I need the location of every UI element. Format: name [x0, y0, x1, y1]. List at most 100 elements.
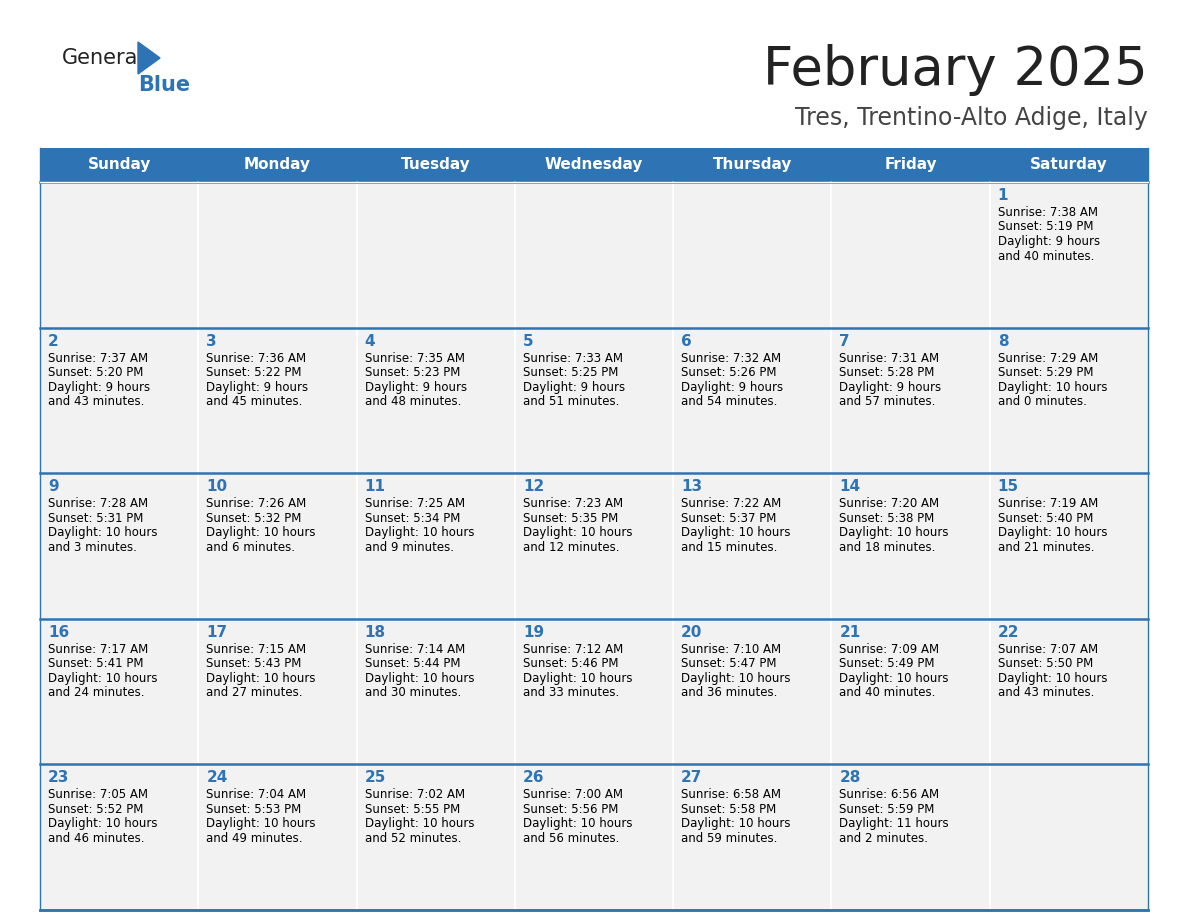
Text: Daylight: 9 hours: Daylight: 9 hours — [681, 381, 783, 394]
Text: Sunrise: 7:23 AM: Sunrise: 7:23 AM — [523, 498, 623, 510]
Text: Sunset: 5:32 PM: Sunset: 5:32 PM — [207, 511, 302, 525]
Text: Daylight: 10 hours: Daylight: 10 hours — [681, 526, 791, 539]
Text: General: General — [62, 48, 144, 68]
Text: Sunrise: 7:33 AM: Sunrise: 7:33 AM — [523, 352, 623, 364]
Text: Daylight: 9 hours: Daylight: 9 hours — [523, 381, 625, 394]
Text: Sunrise: 7:05 AM: Sunrise: 7:05 AM — [48, 789, 148, 801]
Text: Daylight: 10 hours: Daylight: 10 hours — [998, 672, 1107, 685]
Text: Sunrise: 7:36 AM: Sunrise: 7:36 AM — [207, 352, 307, 364]
Text: 6: 6 — [681, 333, 691, 349]
Text: Friday: Friday — [884, 158, 937, 173]
Text: Sunrise: 7:12 AM: Sunrise: 7:12 AM — [523, 643, 624, 655]
Text: and 43 minutes.: and 43 minutes. — [48, 395, 145, 409]
Text: Sunrise: 7:04 AM: Sunrise: 7:04 AM — [207, 789, 307, 801]
Bar — [674, 328, 832, 473]
Text: Sunday: Sunday — [88, 158, 151, 173]
Text: 8: 8 — [998, 333, 1009, 349]
Text: Sunset: 5:29 PM: Sunset: 5:29 PM — [998, 366, 1093, 379]
Text: and 6 minutes.: and 6 minutes. — [207, 541, 296, 554]
Text: and 30 minutes.: and 30 minutes. — [365, 687, 461, 700]
Text: and 45 minutes.: and 45 minutes. — [207, 395, 303, 409]
Text: and 27 minutes.: and 27 minutes. — [207, 687, 303, 700]
Text: Sunset: 5:52 PM: Sunset: 5:52 PM — [48, 803, 144, 816]
Text: 1: 1 — [998, 188, 1009, 203]
Text: Daylight: 10 hours: Daylight: 10 hours — [48, 672, 158, 685]
Bar — [832, 182, 990, 328]
Text: Daylight: 9 hours: Daylight: 9 hours — [998, 235, 1100, 248]
Text: Sunrise: 7:17 AM: Sunrise: 7:17 AM — [48, 643, 148, 655]
Text: Sunrise: 7:22 AM: Sunrise: 7:22 AM — [681, 498, 782, 510]
Text: and 21 minutes.: and 21 minutes. — [998, 541, 1094, 554]
Bar — [40, 182, 198, 328]
Text: Sunset: 5:28 PM: Sunset: 5:28 PM — [840, 366, 935, 379]
Bar — [40, 473, 198, 619]
Text: 22: 22 — [998, 625, 1019, 640]
Text: Daylight: 10 hours: Daylight: 10 hours — [840, 672, 949, 685]
Text: Sunrise: 7:09 AM: Sunrise: 7:09 AM — [840, 643, 940, 655]
Bar — [514, 328, 674, 473]
Text: Sunrise: 7:26 AM: Sunrise: 7:26 AM — [207, 498, 307, 510]
Text: Sunset: 5:37 PM: Sunset: 5:37 PM — [681, 511, 777, 525]
Text: Blue: Blue — [138, 75, 190, 95]
Text: 15: 15 — [998, 479, 1019, 494]
Text: 12: 12 — [523, 479, 544, 494]
Text: Daylight: 10 hours: Daylight: 10 hours — [48, 817, 158, 831]
Bar — [832, 619, 990, 765]
Text: and 43 minutes.: and 43 minutes. — [998, 687, 1094, 700]
Text: Sunset: 5:53 PM: Sunset: 5:53 PM — [207, 803, 302, 816]
Text: 5: 5 — [523, 333, 533, 349]
Bar — [40, 148, 198, 182]
Bar — [990, 148, 1148, 182]
Text: Daylight: 10 hours: Daylight: 10 hours — [523, 526, 632, 539]
Polygon shape — [138, 42, 160, 74]
Text: Sunset: 5:59 PM: Sunset: 5:59 PM — [840, 803, 935, 816]
Text: Daylight: 10 hours: Daylight: 10 hours — [681, 672, 791, 685]
Text: Sunset: 5:47 PM: Sunset: 5:47 PM — [681, 657, 777, 670]
Bar — [356, 328, 514, 473]
Text: Daylight: 10 hours: Daylight: 10 hours — [681, 817, 791, 831]
Text: Sunset: 5:31 PM: Sunset: 5:31 PM — [48, 511, 144, 525]
Text: and 59 minutes.: and 59 minutes. — [681, 832, 777, 845]
Text: Sunrise: 7:02 AM: Sunrise: 7:02 AM — [365, 789, 465, 801]
Bar — [674, 148, 832, 182]
Text: and 2 minutes.: and 2 minutes. — [840, 832, 929, 845]
Text: 7: 7 — [840, 333, 851, 349]
Text: Sunrise: 7:10 AM: Sunrise: 7:10 AM — [681, 643, 782, 655]
Bar — [356, 148, 514, 182]
Text: Sunrise: 7:00 AM: Sunrise: 7:00 AM — [523, 789, 623, 801]
Text: 17: 17 — [207, 625, 227, 640]
Text: Sunset: 5:38 PM: Sunset: 5:38 PM — [840, 511, 935, 525]
Text: Sunrise: 7:19 AM: Sunrise: 7:19 AM — [998, 498, 1098, 510]
Bar — [832, 148, 990, 182]
Text: Sunset: 5:20 PM: Sunset: 5:20 PM — [48, 366, 144, 379]
Text: Sunset: 5:49 PM: Sunset: 5:49 PM — [840, 657, 935, 670]
Text: Sunrise: 7:32 AM: Sunrise: 7:32 AM — [681, 352, 782, 364]
Text: Daylight: 10 hours: Daylight: 10 hours — [365, 817, 474, 831]
Text: Sunset: 5:44 PM: Sunset: 5:44 PM — [365, 657, 460, 670]
Text: Daylight: 10 hours: Daylight: 10 hours — [840, 526, 949, 539]
Text: and 40 minutes.: and 40 minutes. — [998, 250, 1094, 263]
Text: 27: 27 — [681, 770, 702, 786]
Bar — [356, 765, 514, 910]
Text: Sunset: 5:35 PM: Sunset: 5:35 PM — [523, 511, 618, 525]
Text: Sunset: 5:46 PM: Sunset: 5:46 PM — [523, 657, 619, 670]
Text: Sunset: 5:23 PM: Sunset: 5:23 PM — [365, 366, 460, 379]
Bar — [40, 765, 198, 910]
Text: 19: 19 — [523, 625, 544, 640]
Bar — [832, 473, 990, 619]
Text: Saturday: Saturday — [1030, 158, 1107, 173]
Text: and 46 minutes.: and 46 minutes. — [48, 832, 145, 845]
Text: Sunrise: 7:07 AM: Sunrise: 7:07 AM — [998, 643, 1098, 655]
Text: 26: 26 — [523, 770, 544, 786]
Text: Daylight: 10 hours: Daylight: 10 hours — [207, 526, 316, 539]
Text: and 12 minutes.: and 12 minutes. — [523, 541, 619, 554]
Text: and 56 minutes.: and 56 minutes. — [523, 832, 619, 845]
Bar — [674, 619, 832, 765]
Text: 20: 20 — [681, 625, 702, 640]
Text: and 24 minutes.: and 24 minutes. — [48, 687, 145, 700]
Text: Thursday: Thursday — [713, 158, 792, 173]
Text: Sunset: 5:19 PM: Sunset: 5:19 PM — [998, 220, 1093, 233]
Text: Sunrise: 7:38 AM: Sunrise: 7:38 AM — [998, 206, 1098, 219]
Text: 11: 11 — [365, 479, 386, 494]
Bar — [40, 619, 198, 765]
